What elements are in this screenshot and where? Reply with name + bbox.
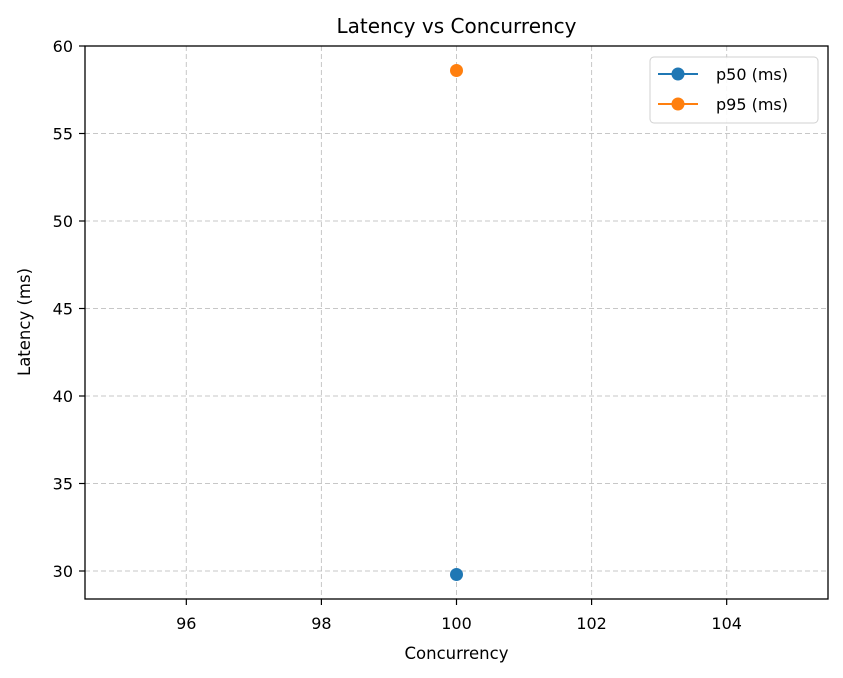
y-tick-label: 45 [53, 300, 73, 319]
y-axis-title: Latency (ms) [15, 268, 34, 376]
y-tick-label: 55 [53, 125, 73, 144]
legend-label: p50 (ms) [716, 65, 788, 84]
x-tick-label: 98 [311, 614, 331, 633]
grid-layer [85, 45, 828, 599]
x-tick-label: 100 [441, 614, 472, 633]
x-tick-label: 96 [176, 614, 196, 633]
legend: p50 (ms) p95 (ms) [649, 56, 819, 124]
y-tick-label: 40 [53, 387, 73, 406]
x-axis-title: Concurrency [405, 644, 509, 663]
y-tick-label: 35 [53, 475, 73, 494]
legend-swatch-marker [671, 67, 685, 81]
x-tick-label: 102 [576, 614, 607, 633]
data-point-1 [450, 64, 463, 77]
legend-swatch-marker [671, 97, 685, 111]
chart-title: Latency vs Concurrency [336, 14, 576, 38]
series-layer [450, 64, 463, 581]
y-tick-label: 30 [53, 562, 73, 581]
ticks-layer: 96 98 100 102 104 30 35 40 45 50 55 60 [53, 37, 742, 633]
y-tick-label: 60 [53, 37, 73, 56]
y-tick-label: 50 [53, 212, 73, 231]
data-point-0 [450, 568, 463, 581]
x-tick-label: 104 [711, 614, 742, 633]
legend-label: p95 (ms) [716, 95, 788, 114]
